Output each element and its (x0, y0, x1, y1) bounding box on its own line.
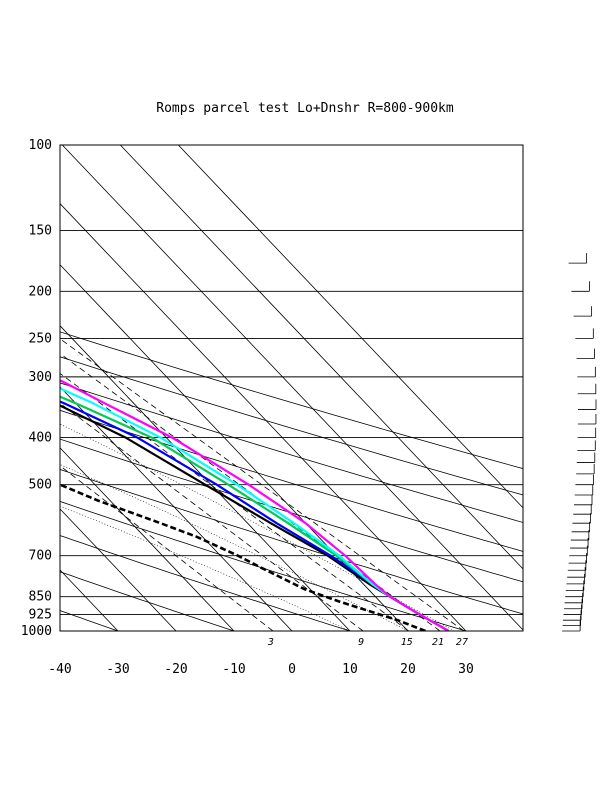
dry-adiabat (60, 571, 236, 631)
dry-adiabat (60, 468, 523, 615)
mixing-ratio-line (60, 372, 409, 631)
x-tick-label: 30 (458, 662, 474, 677)
moist-adiabat (60, 505, 351, 631)
plot-frame (59, 144, 524, 632)
temperature-line (60, 395, 450, 631)
y-tick-label: 500 (29, 478, 52, 493)
temperature-line (60, 379, 450, 631)
y-tick-label: 100 (29, 138, 52, 153)
y-tick-label: 150 (29, 224, 52, 239)
profile-lines (60, 379, 450, 631)
temperature-line (60, 387, 450, 631)
isotherm (62, 145, 523, 631)
chart-title: Romps parcel test Lo+Dnshr R=800-900km (156, 101, 454, 116)
isotherm (60, 325, 351, 631)
dry-adiabat (60, 535, 352, 631)
dry-adiabat (60, 610, 120, 631)
background-lines (0, 145, 523, 631)
mixing-ratio-label: 3 (267, 637, 274, 648)
dry-adiabat (60, 501, 468, 631)
x-tick-label: 20 (400, 662, 416, 677)
mixing-ratio-line (60, 465, 274, 631)
isotherm (60, 203, 467, 631)
x-tick-label: -40 (48, 662, 71, 677)
temperature-line (60, 400, 450, 631)
y-tick-label: 400 (29, 431, 52, 446)
y-tick-label: 300 (29, 370, 52, 385)
mixing-ratio-label: 21 (432, 637, 444, 648)
temperature-line (60, 404, 450, 631)
x-tick-label: 0 (288, 662, 296, 677)
mixing-ratio-label: 9 (358, 637, 364, 648)
y-tick-label: 1000 (21, 624, 52, 639)
dry-adiabat (60, 409, 523, 552)
dry-adiabat (60, 382, 523, 523)
mixing-ratio-label: 15 (401, 637, 413, 648)
isotherm (60, 447, 235, 631)
wind-barbs (562, 253, 597, 632)
isotherm (120, 145, 523, 570)
x-tick-label: 10 (342, 662, 358, 677)
x-tick-label: -20 (164, 662, 187, 677)
x-tick-labels: -40 -30 -20 -10 0 10 20 30 (48, 662, 474, 677)
isotherm (60, 569, 119, 631)
mixing-ratio-label: 27 (456, 637, 468, 648)
x-tick-label: -30 (106, 662, 129, 677)
moist-adiabat (60, 423, 455, 631)
y-tick-label: 850 (29, 590, 52, 605)
mixing-ratio-line (60, 338, 465, 631)
mixing-ratio-labels: 3 9 15 21 27 (267, 637, 468, 648)
isotherm (178, 145, 523, 509)
dry-adiabat (60, 438, 523, 583)
isotherm (0, 145, 2, 631)
dry-adiabat (60, 331, 523, 470)
mixing-ratio-line (60, 402, 364, 631)
y-tick-label: 200 (29, 284, 52, 299)
moist-adiabat (60, 464, 409, 631)
x-tick-label: -10 (222, 662, 245, 677)
dewpoint-line (60, 483, 426, 631)
y-tick-label: 925 (29, 608, 52, 623)
y-tick-label: 250 (29, 331, 52, 346)
isotherm (60, 508, 177, 631)
y-tick-label: 700 (29, 549, 52, 564)
pressure-gridlines (60, 144, 523, 632)
